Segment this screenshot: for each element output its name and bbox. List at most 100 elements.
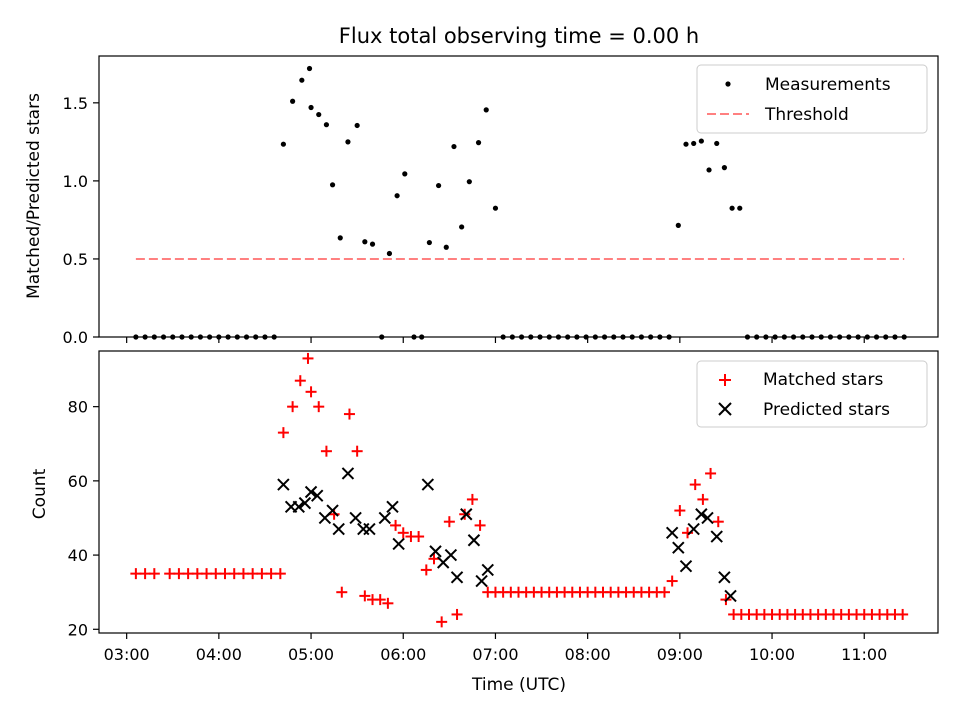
- predicted-star-point: [304, 485, 318, 499]
- predicted-star-point: [392, 537, 405, 551]
- bottom-x-tick-label: 03:00: [104, 645, 150, 664]
- matched-star-point: [897, 608, 909, 620]
- measurement-point: [290, 98, 296, 104]
- top-y-tick-label: 1.0: [63, 172, 88, 191]
- matched-star-point: [351, 445, 363, 457]
- predicted-star-point: [450, 571, 464, 584]
- measurement-point: [402, 171, 408, 177]
- predicted-star-point: [326, 504, 339, 517]
- matched-star-point: [277, 427, 289, 439]
- matched-star-point: [382, 597, 394, 609]
- legend-threshold-label: Threshold: [764, 105, 849, 125]
- matched-star-point: [305, 386, 317, 398]
- measurement-point: [492, 205, 499, 211]
- predicted-star-point: [460, 508, 473, 521]
- matched-star-point: [265, 568, 277, 580]
- measurement-point: [683, 141, 689, 147]
- measurement-point: [483, 107, 489, 113]
- predicted-star-point: [310, 489, 324, 502]
- bottom-legend: Matched stars Predicted stars: [696, 360, 928, 428]
- predicted-star-point: [386, 500, 399, 514]
- bottom-x-tick-label: 11:00: [841, 645, 887, 664]
- bottom-x-tick-label: 10:00: [749, 645, 795, 664]
- predicted-star-point: [679, 560, 693, 573]
- top-y-axis-label: Matched/Predicted stars: [24, 93, 44, 299]
- measurement-point: [459, 224, 465, 230]
- matched-star-point: [228, 568, 240, 580]
- bottom-x-tick-label: 04:00: [196, 645, 242, 664]
- measurement-point: [714, 140, 720, 147]
- bottom-y-tick-label: 20: [68, 620, 88, 639]
- bottom-y-tick-label: 80: [68, 398, 88, 417]
- bottom-legend-box: [696, 360, 928, 428]
- bottom-y-tick-label: 60: [68, 472, 88, 491]
- predicted-star-point: [687, 522, 700, 536]
- bottom-plot-frame: [98, 350, 939, 634]
- predicted-star-point: [349, 511, 362, 525]
- measurement-point: [706, 167, 712, 173]
- predicted-star-point: [332, 522, 345, 536]
- top-plot-frame: [98, 55, 939, 338]
- matched-star-point: [666, 575, 678, 587]
- legend-predicted-label: Predicted stars: [763, 400, 890, 420]
- matched-star-point: [712, 516, 724, 528]
- top-y-tick-label: 0.0: [63, 328, 88, 347]
- matched-star-point: [459, 508, 471, 520]
- bottom-x-axis-label: Time (UTC): [471, 675, 566, 695]
- matched-star-point: [328, 508, 340, 520]
- top-legend-box: [696, 64, 928, 134]
- matched-star-point: [343, 408, 355, 420]
- bottom-x-tick-label: 08:00: [565, 645, 611, 664]
- top-legend: Measurements Threshold: [696, 64, 928, 134]
- matched-star-point: [451, 608, 463, 620]
- measurement-point: [729, 205, 735, 211]
- matched-star-point: [191, 568, 203, 580]
- top-y-tick-label: 1.5: [63, 94, 88, 113]
- predicted-star-point: [672, 541, 685, 554]
- measurement-point: [329, 182, 336, 188]
- matched-star-point: [164, 568, 176, 580]
- predicted-star-point: [695, 508, 708, 521]
- matched-star-point: [397, 527, 409, 539]
- predicted-star-point: [475, 574, 488, 588]
- matched-star-point: [302, 352, 314, 364]
- measurement-point: [737, 205, 743, 211]
- bottom-x-tick-label: 05:00: [288, 645, 334, 664]
- measurement-point: [435, 182, 442, 189]
- measurement-point: [345, 139, 351, 145]
- measurement-point: [451, 143, 457, 150]
- measurement-point: [369, 241, 376, 247]
- predicted-star-point: [298, 496, 312, 510]
- matched-star-point: [474, 519, 486, 531]
- predicted-star-point: [710, 530, 723, 543]
- matched-star-point: [390, 519, 402, 531]
- predicted-star-point: [292, 500, 305, 514]
- matched-star-point: [674, 505, 686, 517]
- matched-star-point: [148, 568, 160, 580]
- bottom-x-tick-label: 09:00: [657, 645, 703, 664]
- matched-star-point: [436, 616, 448, 628]
- matched-star-point: [413, 531, 425, 543]
- measurement-point: [675, 222, 681, 228]
- measurement-point: [698, 138, 704, 144]
- matched-star-point: [320, 445, 332, 457]
- matched-star-point: [697, 493, 709, 505]
- matched-star-point: [182, 568, 194, 580]
- predicted-star-point: [378, 511, 392, 525]
- legend-matched-marker: [719, 374, 731, 386]
- matched-star-point: [658, 586, 670, 598]
- predicted-star-point: [363, 522, 376, 536]
- bottom-y-tick-label: 40: [68, 546, 88, 565]
- measurement-point: [316, 111, 322, 118]
- measurement-point: [466, 179, 472, 185]
- measurement-point: [280, 141, 286, 147]
- matched-star-point: [374, 594, 386, 606]
- bottom-y-axis: 20 40 60 80: [68, 398, 99, 639]
- measurement-point: [721, 165, 728, 171]
- matched-star-point: [466, 493, 478, 505]
- matched-star-point: [287, 401, 299, 413]
- top-chart-title: Flux total observing time = 0.00 h: [339, 24, 699, 48]
- bottom-x-axis: 03:00 04:00 05:00 06:00 07:00 08:00 09:00 10:00…: [104, 633, 887, 664]
- measurement-point: [691, 140, 697, 147]
- matched-star-point: [705, 467, 717, 479]
